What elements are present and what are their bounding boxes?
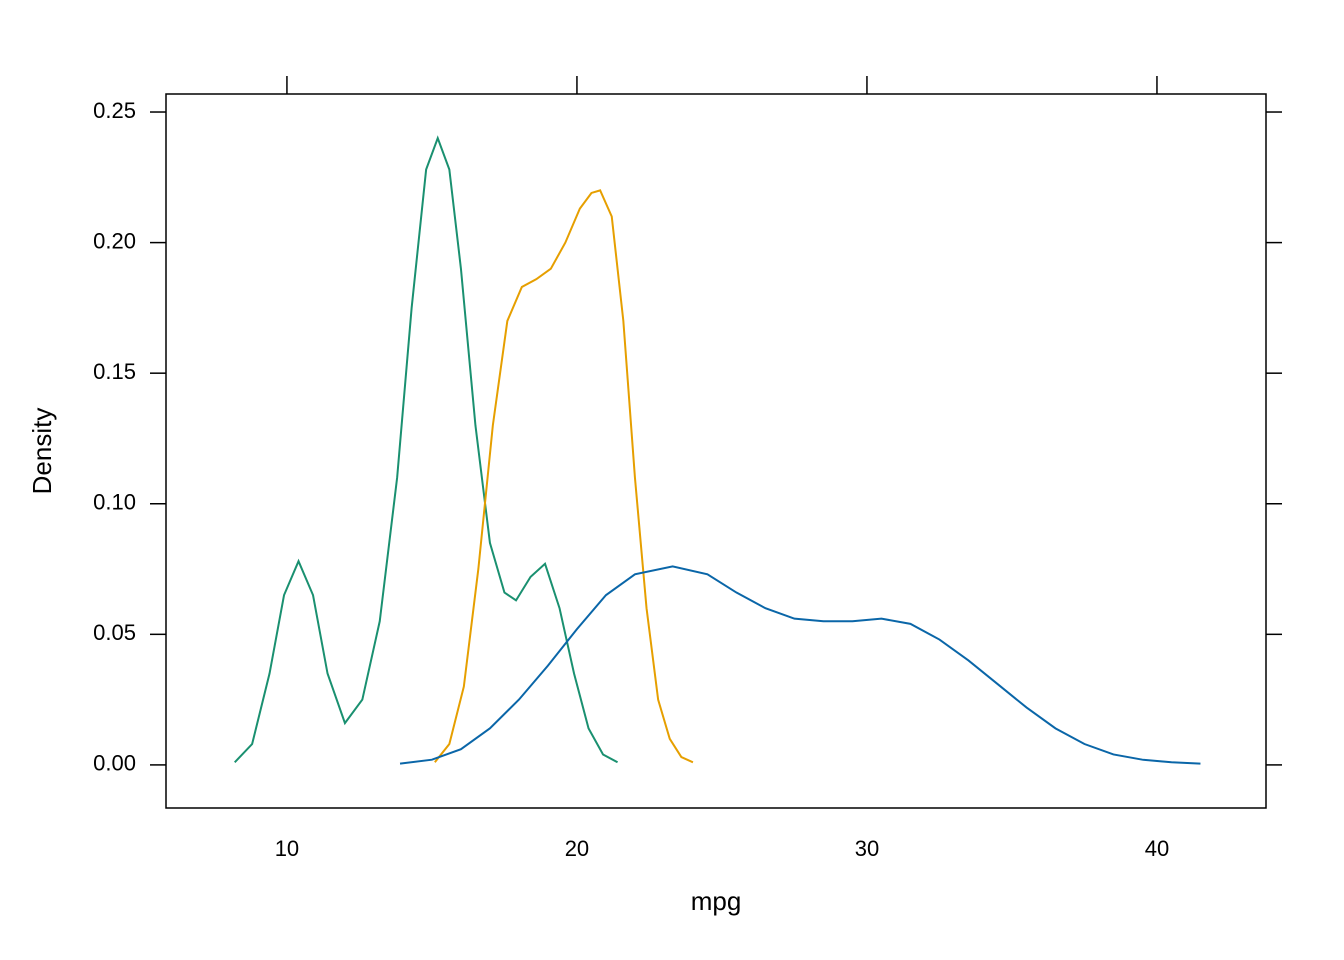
x-axis-label: mpg: [691, 886, 742, 916]
x-tick-label: 30: [855, 836, 879, 861]
x-tick-label: 10: [275, 836, 299, 861]
plot-frame: [165, 93, 1267, 809]
density-line: [434, 189, 694, 764]
y-tick-label: 0.05: [93, 620, 136, 645]
y-tick-label: 0.00: [93, 751, 136, 776]
density-line: [234, 135, 619, 764]
density-line: [399, 565, 1201, 765]
y-tick-label: 0.25: [93, 98, 136, 123]
y-tick-label: 0.20: [93, 228, 136, 253]
x-tick-label: 40: [1145, 836, 1169, 861]
y-tick-label: 0.10: [93, 490, 136, 515]
x-tick-label: 20: [565, 836, 589, 861]
y-axis-label: Density: [27, 408, 57, 495]
y-tick-label: 0.15: [93, 359, 136, 384]
